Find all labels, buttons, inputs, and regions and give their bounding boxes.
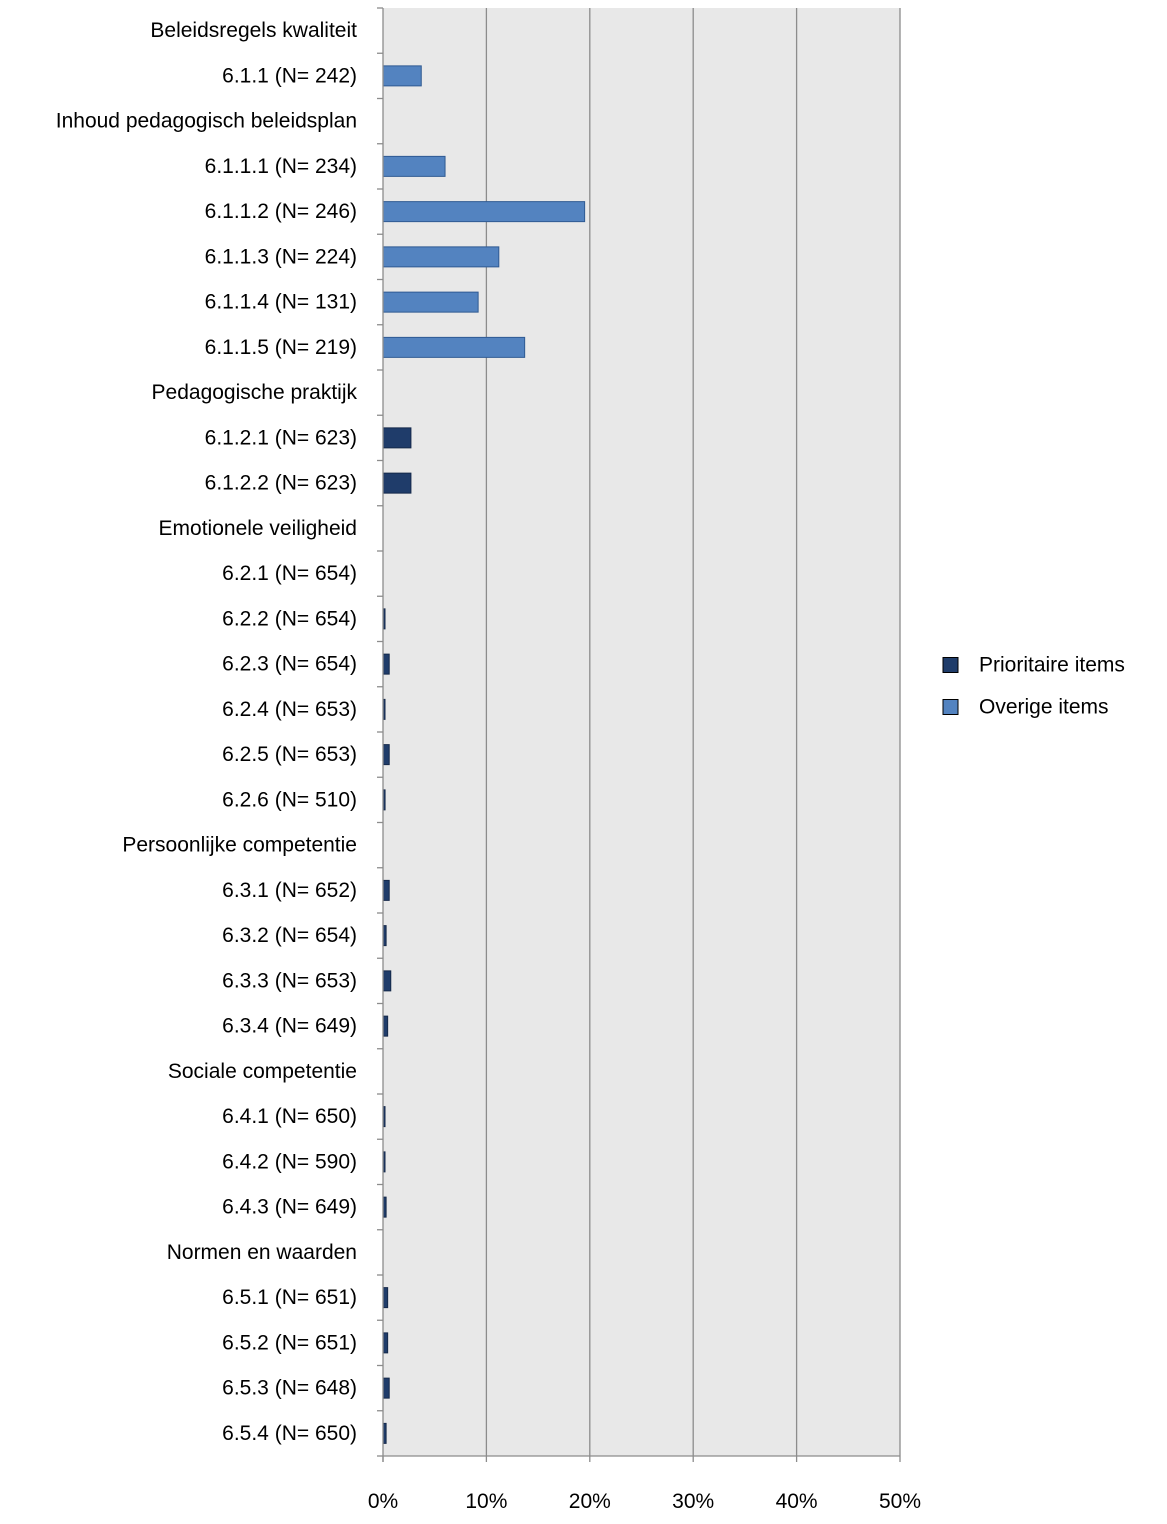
legend-label-prioritaire: Prioritaire items (979, 654, 1125, 677)
bar-prioritaire (382, 427, 412, 449)
legend-swatch-overige (942, 699, 959, 715)
category-label: 6.5.4 (N= 650) (222, 1422, 357, 1445)
bar-prioritaire (382, 1287, 389, 1309)
bar-overige (382, 201, 586, 223)
bars (382, 65, 586, 1444)
bar-prioritaire (382, 472, 412, 494)
category-label: 6.1.1.1 (N= 234) (205, 155, 357, 178)
bar-overige (382, 65, 422, 87)
axes (377, 7, 901, 1462)
category-label: Normen en waarden (167, 1241, 357, 1264)
x-tick-labels: 0% 10% 20% 30% 40% 50% (368, 1490, 921, 1513)
category-label: 6.5.2 (N= 651) (222, 1331, 357, 1354)
bar-overige (382, 291, 479, 313)
legend: Prioritaire items Overige items (942, 654, 1125, 719)
legend-swatch-prioritaire (942, 657, 959, 673)
category-label: 6.3.1 (N= 652) (222, 879, 357, 902)
category-label: Sociale competentie (168, 1060, 357, 1083)
category-label: 6.2.4 (N= 653) (222, 698, 357, 721)
category-label: 6.2.6 (N= 510) (222, 788, 357, 811)
bar-prioritaire (382, 970, 392, 992)
category-label: 6.2.2 (N= 654) (222, 607, 357, 630)
bar-prioritaire (382, 1377, 390, 1399)
category-label: Emotionele veiligheid (159, 517, 357, 540)
category-label: 6.4.1 (N= 650) (222, 1105, 357, 1128)
x-tick-label: 20% (569, 1490, 611, 1513)
category-label: 6.1.1.3 (N= 224) (205, 245, 357, 268)
x-tick-label: 0% (368, 1490, 398, 1513)
legend-label-overige: Overige items (979, 696, 1109, 719)
category-label: 6.1.1.4 (N= 131) (205, 291, 357, 314)
plot-area (383, 8, 900, 1456)
category-label: 6.5.1 (N= 651) (222, 1286, 357, 1309)
category-label: 6.3.2 (N= 654) (222, 924, 357, 947)
bar-prioritaire (382, 653, 390, 675)
bar-prioritaire (382, 879, 390, 901)
category-label: 6.2.1 (N= 654) (222, 562, 357, 585)
category-label: Persoonlijke competentie (122, 834, 357, 857)
category-label: 6.1.1.2 (N= 246) (205, 200, 357, 223)
x-tick-label: 50% (879, 1490, 921, 1513)
category-label: 6.5.3 (N= 648) (222, 1377, 357, 1400)
bar-prioritaire (382, 1015, 389, 1037)
category-label: 6.4.2 (N= 590) (222, 1150, 357, 1173)
category-labels: Beleidsregels kwaliteit 6.1.1 (N= 242) Inh… (56, 19, 358, 1445)
bar-prioritaire (382, 1332, 389, 1354)
x-tick-label: 10% (465, 1490, 507, 1513)
category-label: 6.4.3 (N= 649) (222, 1196, 357, 1219)
gridlines (485, 8, 901, 1456)
bar-overige (382, 155, 446, 177)
category-label: 6.1.2.1 (N= 623) (205, 426, 357, 449)
category-label: 6.3.4 (N= 649) (222, 1015, 357, 1038)
x-tick-label: 40% (776, 1490, 818, 1513)
category-label: 6.1.2.2 (N= 623) (205, 472, 357, 495)
category-label: 6.1.1 (N= 242) (222, 64, 357, 87)
bar-overige (382, 246, 500, 268)
category-label: Pedagogische praktijk (152, 381, 358, 404)
category-label: 6.1.1.5 (N= 219) (205, 336, 357, 359)
category-label: Inhoud pedagogisch beleidsplan (56, 110, 357, 133)
bar-overige (382, 336, 526, 358)
category-label: 6.2.3 (N= 654) (222, 653, 357, 676)
category-label: Beleidsregels kwaliteit (150, 19, 357, 42)
bar-prioritaire (382, 744, 390, 766)
category-label: 6.3.3 (N= 653) (222, 969, 357, 992)
category-label: 6.2.5 (N= 653) (222, 743, 357, 766)
x-tick-label: 30% (672, 1490, 714, 1513)
